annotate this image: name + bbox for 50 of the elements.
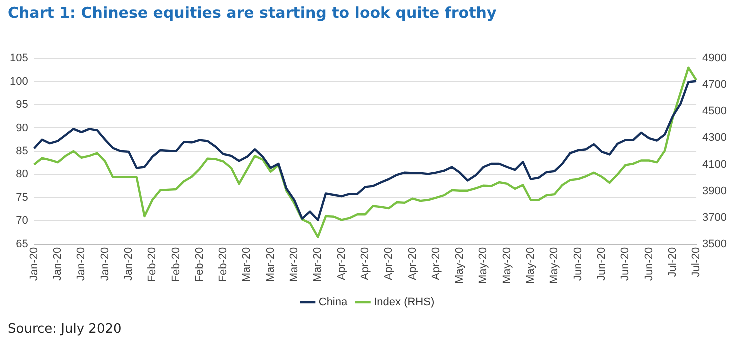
x-tick-label: Jul-20 (666, 247, 679, 278)
x-tick-label: Feb-20 (194, 247, 206, 282)
y2-tick-label: 3900 (702, 185, 728, 198)
x-tick-label: Jun-20 (572, 247, 584, 281)
x-tick-label: Apr-20 (359, 247, 372, 280)
source-note: Source: July 2020 (8, 322, 122, 337)
y-tick-label: 95 (16, 99, 28, 112)
y2-tick-label: 4900 (702, 52, 728, 65)
chart-title: Chart 1: Chinese equities are starting to look quite frothy (8, 4, 497, 22)
x-tick-label: Feb-20 (218, 247, 230, 282)
y2-tick-label: 3500 (702, 238, 728, 250)
y-tick-label: 100 (10, 76, 28, 88)
legend-label: Index (RHS) (374, 296, 435, 309)
x-tick-label: Jan-20 (122, 247, 135, 281)
x-tick-label: Jan-20 (99, 247, 112, 281)
x-tick-label: Jul-20 (690, 247, 703, 278)
x-tick-label: Mar-20 (288, 247, 301, 282)
y-tick-label: 70 (16, 215, 28, 228)
x-tick-label: Jun-20 (596, 247, 608, 281)
x-tick-label: Apr-20 (383, 247, 396, 280)
y2-tick-label: 3700 (702, 212, 728, 224)
y-tick-label: 75 (16, 192, 28, 204)
x-tick-label: Apr-20 (406, 247, 419, 280)
x-tick-label: Jan-20 (52, 247, 64, 281)
y-tick-label: 90 (16, 122, 28, 134)
x-tick-label: Jun-20 (643, 247, 656, 281)
x-tick-label: Mar-20 (264, 247, 277, 282)
x-tick-label: May-20 (548, 247, 561, 284)
y-tick-label: 85 (16, 145, 28, 158)
legend-label: China (318, 296, 348, 309)
x-tick-label: May-20 (454, 247, 466, 284)
x-tick-label: Jan-20 (76, 247, 88, 281)
x-tick-label: May-20 (525, 247, 538, 284)
y-tick-label: 65 (16, 238, 28, 250)
y-tick-label: 105 (10, 52, 28, 65)
x-tick-label: Apr-20 (430, 247, 442, 280)
x-tick-label: May-20 (478, 247, 490, 284)
y2-tick-label: 4300 (702, 132, 728, 144)
y2-tick-label: 4500 (702, 106, 728, 118)
y-tick-label: 80 (16, 168, 28, 181)
y2-tick-label: 4100 (702, 158, 728, 171)
x-tick-label: Apr-20 (336, 247, 348, 280)
y2-tick-label: 4700 (702, 79, 728, 92)
x-tick-label: Jun-20 (620, 247, 632, 281)
x-tick-label: Feb-20 (146, 247, 159, 282)
x-tick-label: Mar-20 (312, 247, 324, 282)
x-tick-label: Mar-20 (241, 247, 254, 282)
x-tick-label: May-20 (501, 247, 514, 284)
x-tick-label: Jan-20 (28, 247, 40, 281)
x-tick-label: Feb-20 (170, 247, 182, 282)
